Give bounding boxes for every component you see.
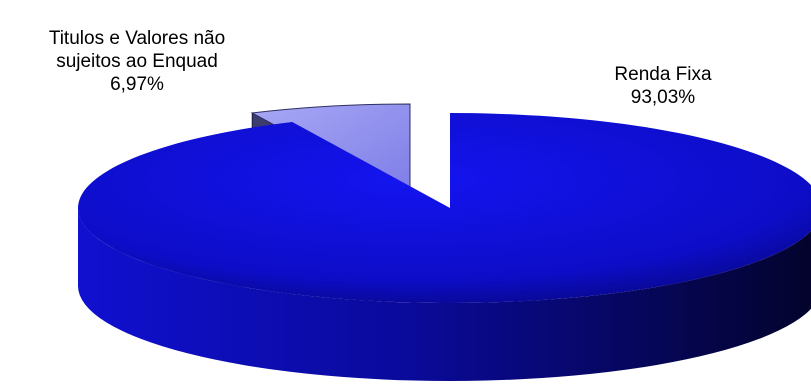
slice-percent-titulos-valores: 6,97% [110, 74, 164, 95]
slice-side-renda-fixa [78, 208, 811, 381]
slice-name-renda-fixa: Renda Fixa [614, 64, 712, 85]
slice-name-line-1-titulos-valores: Titulos e Valores não [48, 28, 226, 49]
slice-percent-renda-fixa: 93,03% [630, 87, 696, 108]
slice-name-line-2-titulos-valores: sujeitos ao Enquad [56, 51, 218, 72]
slice-top-renda-fixa [78, 113, 811, 303]
slice-label-renda-fixa: Renda Fixa 93,03% [578, 63, 748, 109]
slice-label-titulos-valores: Titulos e Valores não sujeitos ao Enquad… [2, 27, 272, 96]
